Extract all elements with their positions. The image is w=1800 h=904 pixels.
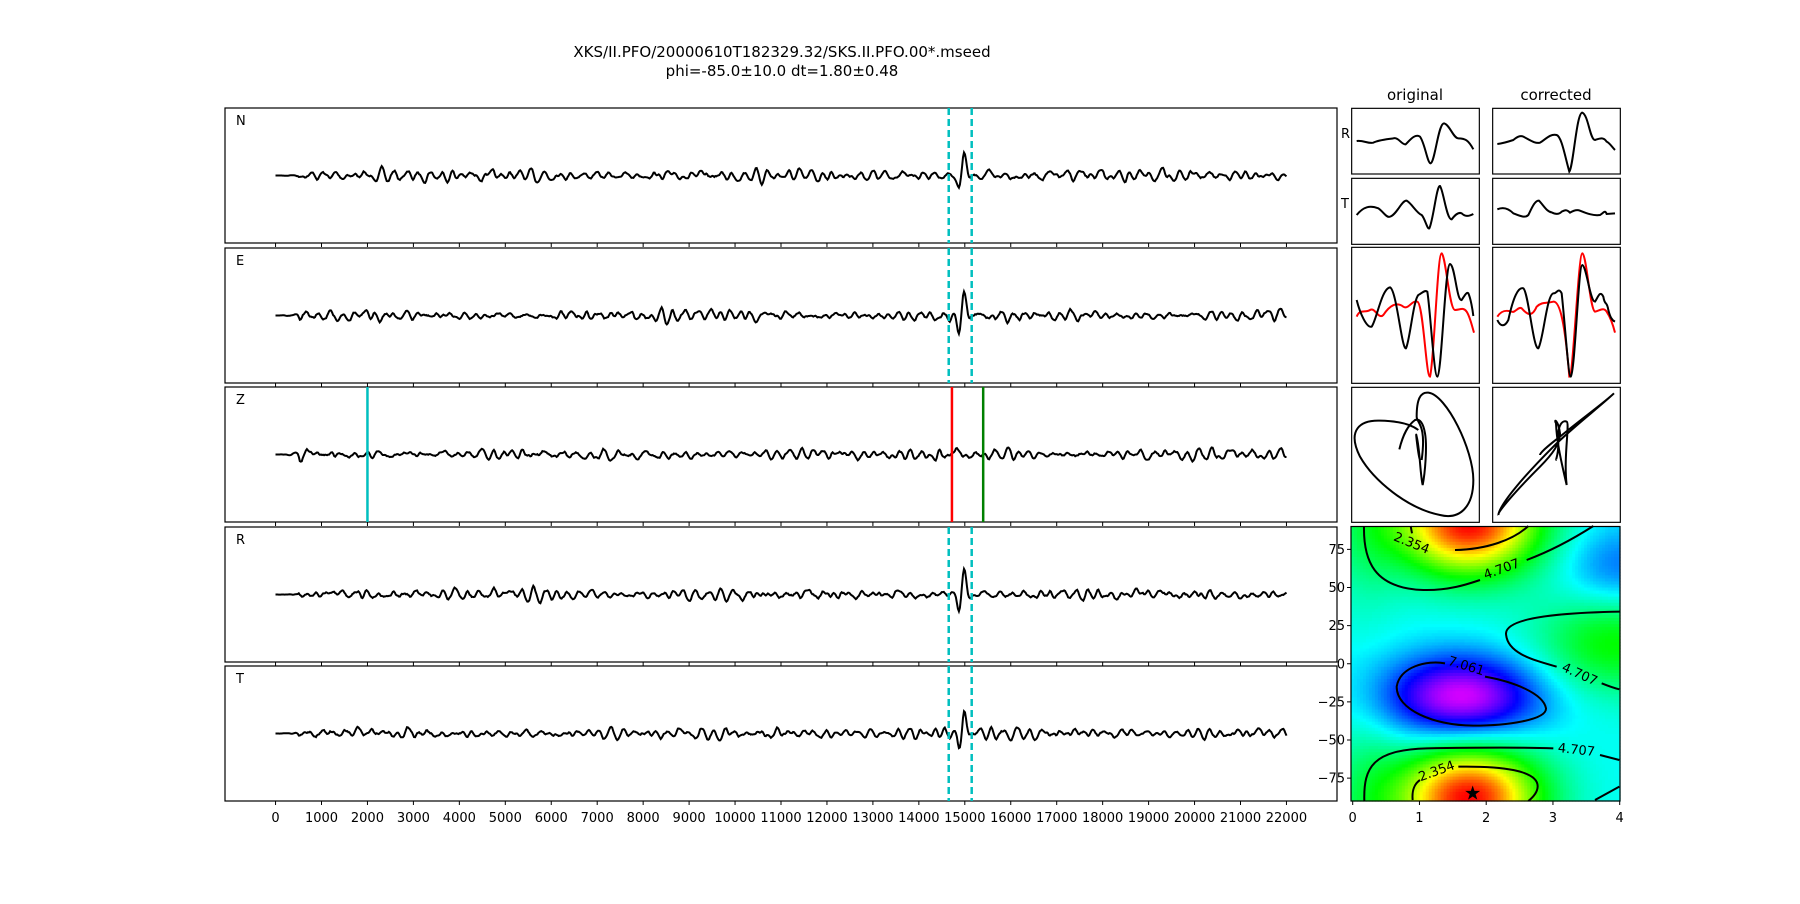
x-tick-label: 9000 bbox=[673, 811, 706, 826]
trace-original-t bbox=[1357, 186, 1474, 229]
x-tick-label: 2000 bbox=[351, 811, 384, 826]
panel-label: N bbox=[236, 114, 246, 129]
panel-label: R bbox=[236, 533, 245, 548]
panel-original-r bbox=[1352, 108, 1480, 174]
x-tick-label: 8000 bbox=[627, 811, 660, 826]
x-tick-label: 10000 bbox=[714, 811, 755, 826]
x-tick-label: 3000 bbox=[397, 811, 430, 826]
particle-motion-corrected bbox=[1498, 393, 1614, 515]
x-tick-label: 6000 bbox=[535, 811, 568, 826]
panel-label: T bbox=[235, 672, 244, 687]
x-tick-label: 18000 bbox=[1082, 811, 1123, 826]
x-tick-label: 19000 bbox=[1128, 811, 1169, 826]
x-tick-label: 4000 bbox=[443, 811, 476, 826]
panel-t: T bbox=[225, 666, 1337, 805]
row-label-r: R bbox=[1341, 127, 1350, 142]
column-title-original: original bbox=[1387, 86, 1443, 104]
x-tick-label: 21000 bbox=[1220, 811, 1261, 826]
x-tick-label: 11000 bbox=[760, 811, 801, 826]
trace-original-overlay-black bbox=[1357, 264, 1474, 377]
x-tick-label: 20000 bbox=[1174, 811, 1215, 826]
trace-original-overlay-red bbox=[1357, 253, 1474, 376]
panel-original-particle-motion bbox=[1352, 387, 1480, 522]
panel-z: Z bbox=[225, 387, 1337, 526]
panel-label: Z bbox=[236, 393, 245, 408]
x-tick-label: 5000 bbox=[489, 811, 522, 826]
particle-motion-original bbox=[1355, 393, 1474, 516]
x-tick-labels: 0 1000 2000 3000 4000 5000 6000 7000 8000 9000 100… bbox=[271, 811, 1307, 826]
x-tick-label: 1000 bbox=[305, 811, 338, 826]
trace-corrected-overlay-black bbox=[1497, 265, 1615, 377]
panel-r: R bbox=[225, 527, 1337, 666]
x-tick-label: 0 bbox=[271, 811, 279, 826]
x-tick-label: 22000 bbox=[1266, 811, 1307, 826]
panel-original-overlay bbox=[1352, 247, 1480, 383]
x-tick-label: 13000 bbox=[852, 811, 893, 826]
trace-corrected-t bbox=[1497, 201, 1615, 217]
row-label-t: T bbox=[1340, 197, 1349, 212]
x-tick-label: 14000 bbox=[898, 811, 939, 826]
figure-title: XKS/II.PFO/20000610T182329.32/SKS.II.PFO… bbox=[573, 43, 990, 61]
x-tick-label: 12000 bbox=[806, 811, 847, 826]
x-tick-label: 16000 bbox=[990, 811, 1031, 826]
panel-e: E bbox=[225, 248, 1337, 387]
x-tick-label: 17000 bbox=[1036, 811, 1077, 826]
panel-corrected-overlay bbox=[1493, 247, 1621, 383]
column-title-corrected: corrected bbox=[1520, 86, 1591, 104]
seismogram-panels: N E Z R T bbox=[225, 108, 1337, 805]
trace-corrected-overlay-red bbox=[1497, 253, 1615, 376]
x-tick-label: 15000 bbox=[944, 811, 985, 826]
panel-label: E bbox=[236, 254, 244, 269]
panel-original-t bbox=[1352, 178, 1480, 244]
x-tick-label: 7000 bbox=[581, 811, 614, 826]
panel-n: N bbox=[225, 108, 1337, 247]
figure-subtitle: phi=-85.0±10.0 dt=1.80±0.48 bbox=[666, 62, 899, 80]
trace-original-r bbox=[1357, 123, 1474, 163]
trace-corrected-r bbox=[1497, 113, 1615, 172]
